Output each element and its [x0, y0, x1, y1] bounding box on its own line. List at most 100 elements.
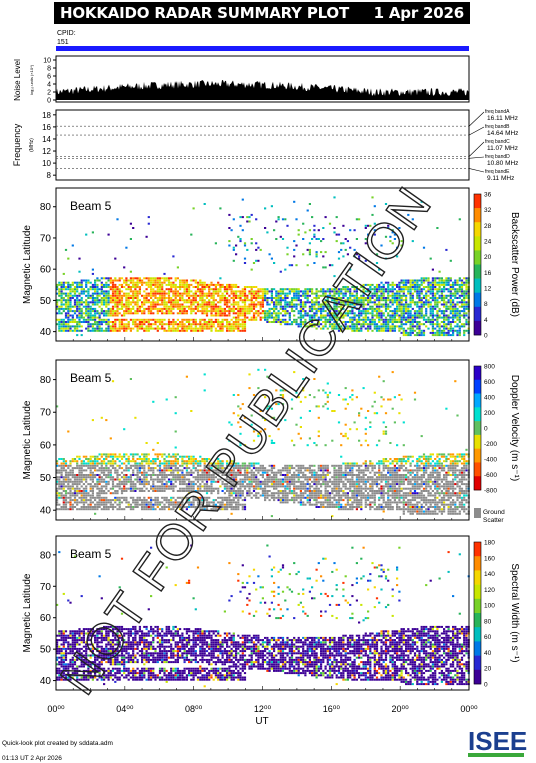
scatter-cell — [315, 292, 318, 295]
scatter-cell — [257, 292, 260, 295]
scatter-cell — [311, 323, 314, 326]
scatter-cell — [158, 480, 162, 483]
scatter-cell — [413, 281, 417, 284]
scatter-cell — [152, 458, 155, 460]
scatter-cell — [315, 303, 318, 306]
scatter-cell — [217, 283, 220, 286]
scatter-cell — [324, 292, 327, 295]
scatter-cell — [217, 301, 220, 304]
scatter-cell — [103, 277, 106, 280]
scatter-cell — [266, 299, 269, 302]
scatter-cell — [188, 485, 191, 488]
scatter-cell — [192, 279, 195, 282]
scatter-cell — [94, 506, 97, 508]
scatter-cell — [355, 323, 358, 326]
scatter-cell — [337, 292, 341, 295]
scatter-cell — [445, 294, 448, 297]
scatter-cell — [452, 331, 455, 334]
scatter-cell — [232, 329, 235, 332]
scatter-cell — [196, 506, 200, 508]
scatter-cell — [445, 325, 448, 328]
scatter-cell — [145, 292, 148, 295]
scatter-cell — [192, 480, 195, 483]
scatter-cell — [387, 305, 390, 308]
scatter-cell — [358, 218, 361, 221]
scatter-cell — [431, 290, 434, 293]
scatter-cell — [69, 506, 72, 508]
scatter-cell — [208, 318, 211, 321]
scatter-cell — [281, 310, 285, 313]
scatter-cell — [438, 325, 441, 328]
scatter-cell — [129, 312, 132, 315]
scatter-cell — [416, 283, 419, 286]
scatter-cell — [203, 318, 206, 321]
scatter-cell — [299, 314, 302, 317]
scatter-cell — [147, 307, 150, 310]
scatter-cell — [295, 244, 298, 247]
scatter-cell — [100, 485, 103, 488]
scatter-cell — [259, 303, 262, 306]
scatter-cell — [235, 323, 238, 326]
scatter-cell — [89, 494, 92, 497]
scatter-cell — [98, 327, 101, 330]
scatter-cell — [378, 294, 381, 297]
scatter-cell — [199, 496, 202, 499]
scatter-cell — [56, 462, 59, 465]
scatter-cell — [136, 453, 139, 456]
scatter-cell — [190, 327, 193, 330]
scatter-cell — [71, 483, 74, 486]
scatter-cell — [127, 286, 130, 288]
scatter-cell — [196, 281, 200, 284]
scatter-cell — [393, 233, 396, 236]
scatter-cell — [156, 490, 159, 492]
scatter-cell — [78, 467, 81, 470]
scatter-cell — [349, 316, 352, 319]
scatter-cell — [89, 310, 92, 313]
scatter-cell — [465, 294, 468, 297]
scatter-cell — [308, 318, 311, 321]
scatter-cell — [143, 476, 146, 479]
scatter-cell — [64, 292, 68, 295]
scatter-cell — [219, 314, 222, 317]
scatter-cell — [447, 331, 450, 334]
scatter-cell — [235, 318, 238, 321]
scatter-cell — [252, 305, 256, 308]
scatter-cell — [304, 303, 307, 306]
scatter-cell — [328, 312, 332, 315]
scatter-cell — [221, 464, 224, 467]
scatter-cell — [333, 231, 336, 234]
scatter-cell — [167, 294, 171, 297]
scatter-cell — [261, 288, 264, 291]
scatter-cell — [58, 469, 61, 472]
scatter-cell — [237, 464, 240, 467]
scatter-cell — [165, 292, 168, 295]
scatter-cell — [109, 501, 112, 504]
scatter-cell — [163, 508, 166, 511]
scatter-cell — [78, 307, 81, 310]
scatter-cell — [62, 476, 65, 479]
scatter-cell — [152, 499, 155, 502]
scatter-cell — [226, 297, 229, 299]
scatter-cell — [454, 329, 457, 332]
scatter-cell — [337, 329, 341, 332]
scatter-cell — [396, 299, 399, 302]
scatter-cell — [141, 458, 144, 460]
scatter-cell — [143, 329, 146, 332]
scatter-cell — [100, 467, 103, 470]
scatter-cell — [223, 297, 226, 299]
scatter-cell — [402, 331, 405, 334]
scatter-cell — [100, 492, 103, 495]
scatter-cell — [199, 303, 202, 306]
scatter-cell — [420, 334, 423, 337]
scatter-cell — [82, 487, 85, 490]
scatter-cell — [174, 430, 177, 433]
scatter-cell — [420, 200, 423, 203]
scatter-cell — [237, 310, 240, 313]
scatter-cell — [91, 476, 94, 479]
scatter-cell — [62, 499, 65, 502]
scatter-cell — [425, 307, 428, 310]
scatter-cell — [125, 288, 128, 291]
scatter-cell — [176, 294, 179, 297]
scatter-cell — [239, 444, 242, 447]
scatter-cell — [393, 288, 396, 291]
